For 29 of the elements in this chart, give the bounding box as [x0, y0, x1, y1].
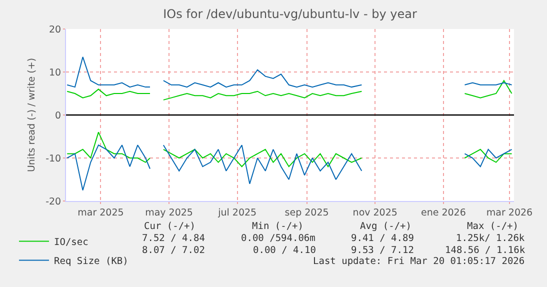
chart-title: IOs for /dev/ubuntu-vg/ubuntu-lv - by year — [163, 7, 417, 22]
text: Max (-/+) — [467, 221, 518, 232]
y-tick-label: 10 — [49, 67, 62, 78]
text: Cur (-/+) — [144, 221, 196, 232]
text: 8.07 / 7.02 — [142, 245, 205, 256]
y-axis-title: Units read (-) / write (+) — [26, 58, 38, 172]
y-tick-label: -20 — [46, 196, 62, 208]
text: Last update: Fri Mar 20 01:05:17 2026 — [313, 256, 525, 267]
text: 1.25k/ 1.26k — [456, 233, 525, 244]
x-tick-label: ene 2026 — [420, 207, 466, 218]
text: Avg (-/+) — [360, 221, 412, 232]
x-tick-label: may 2025 — [145, 207, 193, 218]
y-tick-label: 20 — [49, 24, 62, 36]
x-tick-label: jul 2025 — [217, 207, 257, 218]
x-tick-label: mar 2026 — [486, 207, 533, 218]
y-tick-label: -10 — [46, 153, 62, 164]
text: 9.53 / 7.12 — [351, 245, 414, 256]
legend-label: IO/sec — [54, 236, 88, 248]
legend-label: Req Size (KB) — [54, 256, 128, 267]
text: Min (-/+) — [252, 221, 304, 232]
x-tick-label: mar 2025 — [78, 207, 124, 218]
text: 7.52 / 4.84 — [142, 233, 206, 244]
text: 0.00 /594.06m — [241, 233, 316, 244]
text: 148.56 / 1.16k — [445, 245, 526, 256]
x-tick-label: nov 2025 — [352, 207, 398, 218]
y-tick-label: 0 — [55, 110, 62, 122]
text: 0.00 / 4.10 — [253, 245, 316, 256]
x-tick-label: sep 2025 — [284, 207, 329, 218]
text: 9.41 / 4.89 — [351, 233, 414, 244]
